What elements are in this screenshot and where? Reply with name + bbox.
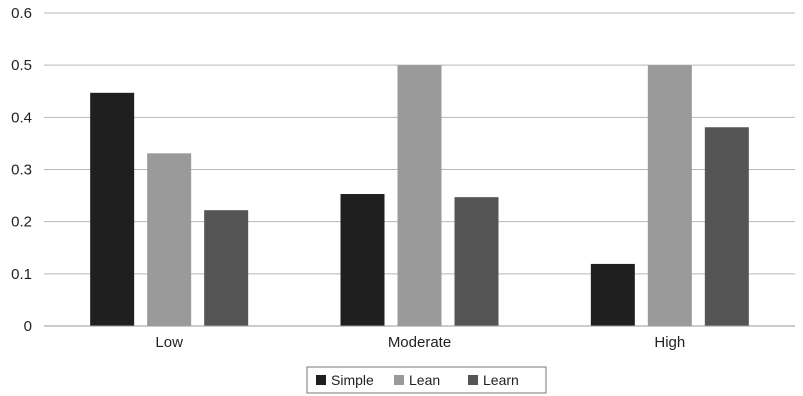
- legend-label-lean: Lean: [409, 372, 440, 388]
- legend-swatch-simple: [316, 375, 326, 385]
- y-tick-label: 0: [24, 318, 32, 335]
- y-tick-label: 0.6: [11, 5, 32, 22]
- bar-simple-moderate: [340, 194, 385, 326]
- x-category-label: High: [654, 334, 685, 351]
- legend-label-simple: Simple: [331, 372, 374, 388]
- category-labels: Low Moderate High: [155, 334, 685, 351]
- y-axis-tick-labels: 0 0.1 0.2 0.3 0.4 0.5 0.6: [11, 5, 32, 335]
- bar-lean-high: [647, 65, 692, 327]
- y-tick-label: 0.5: [11, 57, 32, 74]
- legend-swatch-learn: [468, 375, 478, 385]
- bar-learn-high: [704, 127, 749, 327]
- bar-learn-moderate: [454, 197, 499, 326]
- bars: [90, 65, 749, 327]
- y-tick-label: 0.2: [11, 214, 32, 231]
- x-category-label: Low: [155, 334, 183, 351]
- legend-swatch-lean: [394, 375, 404, 385]
- bar-lean-low: [147, 153, 192, 326]
- bar-learn-low: [204, 210, 249, 326]
- y-tick-label: 0.4: [11, 109, 32, 126]
- legend: Simple Lean Learn: [306, 366, 547, 394]
- x-category-label: Moderate: [388, 334, 451, 351]
- bar-simple-low: [90, 92, 135, 326]
- y-tick-label: 0.1: [11, 266, 32, 283]
- legend-box: [306, 366, 547, 394]
- legend-label-learn: Learn: [483, 372, 519, 388]
- y-tick-label: 0.3: [11, 162, 32, 179]
- bar-simple-high: [590, 263, 635, 326]
- bar-lean-moderate: [397, 65, 442, 327]
